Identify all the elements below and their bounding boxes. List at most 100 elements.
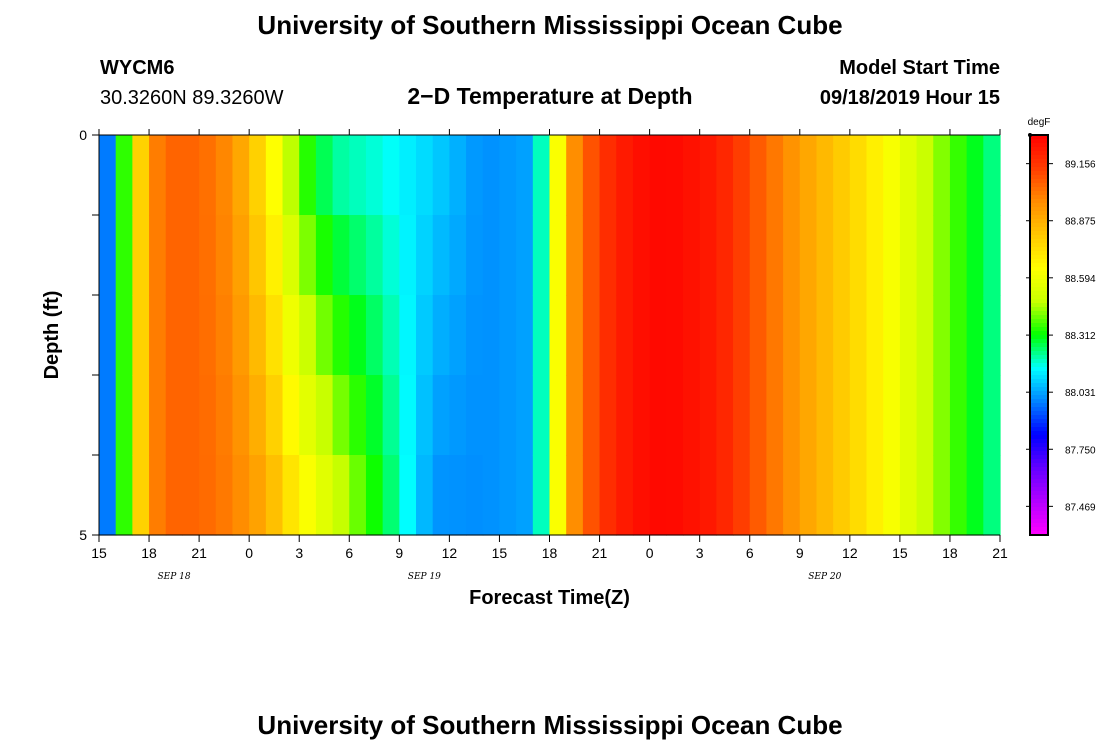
heatmap-cell	[466, 375, 484, 456]
heatmap-cell	[516, 135, 534, 216]
heatmap-cell	[699, 295, 717, 376]
heatmap-cell	[933, 375, 951, 456]
colorbar-swatch	[1030, 439, 1048, 444]
heatmap-cell	[599, 455, 617, 536]
heatmap-cell	[716, 215, 734, 296]
heatmap-cell	[799, 295, 818, 376]
colorbar-swatch	[1030, 455, 1048, 460]
x-tick-label: 3	[295, 545, 303, 561]
heatmap-cell	[349, 375, 367, 456]
colorbar-swatch	[1030, 415, 1048, 420]
heatmap-cell	[382, 215, 400, 296]
heatmap-cell	[549, 455, 567, 536]
heatmap-cell	[849, 375, 868, 456]
colorbar-swatch	[1030, 411, 1048, 416]
colorbar-swatch	[1030, 375, 1048, 380]
heatmap-cell	[482, 135, 501, 216]
heatmap-cell	[983, 295, 1001, 376]
x-axis-title: Forecast Time(Z)	[469, 587, 630, 609]
heatmap-cell	[265, 375, 284, 456]
colorbar-swatch	[1030, 339, 1048, 344]
heatmap-cell	[232, 375, 250, 456]
colorbar-tick-label: 88.875	[1065, 217, 1096, 228]
colorbar-swatch	[1030, 315, 1048, 320]
colorbar-swatch	[1030, 519, 1048, 524]
heatmap-cell	[165, 215, 184, 296]
heatmap-cell	[766, 215, 784, 296]
x-tick-label: 18	[942, 545, 958, 561]
colorbar-swatch	[1030, 311, 1048, 316]
heatmap-cell	[916, 215, 934, 296]
heatmap-cell	[132, 215, 150, 296]
heatmap-cell	[382, 295, 400, 376]
heatmap-cell	[783, 215, 801, 296]
colorbar-swatch	[1030, 243, 1048, 248]
colorbar-swatch	[1030, 491, 1048, 496]
colorbar: degF 89.156 88.875 88.594 88.312 88.031 87.750…	[1026, 117, 1096, 536]
heatmap-cell	[99, 455, 117, 536]
heatmap-cell	[582, 455, 601, 536]
heatmap-cell	[282, 135, 300, 216]
heatmap-cell	[649, 375, 667, 456]
colorbar-swatch	[1030, 231, 1048, 236]
heatmap-cell	[916, 375, 934, 456]
heatmap-cell	[516, 215, 534, 296]
heatmap-cell	[315, 215, 334, 296]
heatmap-cell	[99, 295, 117, 376]
heatmap-cell	[632, 135, 651, 216]
heatmap-cell	[416, 135, 434, 216]
page-footer-title: University of Southern Mississippi Ocean…	[257, 710, 843, 740]
heatmap-cell	[566, 215, 584, 296]
heatmap-cell	[949, 135, 968, 216]
heatmap-cell	[632, 455, 651, 536]
heatmap-cell	[783, 135, 801, 216]
heatmap-cell	[265, 455, 284, 536]
colorbar-swatch	[1030, 379, 1048, 384]
heatmap-cell	[699, 455, 717, 536]
colorbar-tick-label: 89.156	[1065, 160, 1096, 171]
heatmap-cell	[699, 135, 717, 216]
colorbar-swatch	[1030, 443, 1048, 448]
heatmap-cell	[833, 375, 851, 456]
heatmap-cell	[466, 455, 484, 536]
heatmap-cell	[582, 375, 601, 456]
colorbar-swatch	[1030, 335, 1048, 340]
heatmap-cell	[983, 375, 1001, 456]
heatmap-cell	[365, 215, 384, 296]
heatmap-cell	[883, 215, 901, 296]
colorbar-swatch	[1030, 387, 1048, 392]
y-axis-ticks: 05	[79, 127, 99, 543]
colorbar-swatch	[1030, 523, 1048, 528]
heatmap-cell	[899, 295, 918, 376]
y-axis-title: Depth (ft)	[41, 291, 63, 380]
heatmap-cell	[783, 295, 801, 376]
x-tick-label: 9	[796, 545, 804, 561]
heatmap-cell	[833, 135, 851, 216]
heatmap-cell	[265, 295, 284, 376]
y-tick-label: 0	[79, 127, 87, 143]
heatmap-cell	[315, 455, 334, 536]
heatmap-cell	[449, 215, 467, 296]
heatmap-cell	[99, 135, 117, 216]
colorbar-tick-label: 88.312	[1065, 331, 1096, 342]
heatmap-cell	[949, 375, 968, 456]
colorbar-swatch	[1030, 531, 1048, 536]
x-tick-label: 12	[842, 545, 858, 561]
colorbar-swatch	[1030, 391, 1048, 396]
heatmap-cell	[165, 135, 184, 216]
colorbar-swatch	[1030, 219, 1048, 224]
y-tick-label: 5	[79, 527, 87, 543]
colorbar-tick-label: 88.594	[1065, 274, 1096, 285]
heatmap-cell	[299, 215, 317, 296]
heatmap-cell	[933, 135, 951, 216]
heatmap-cell	[349, 295, 367, 376]
heatmap-cell	[549, 215, 567, 296]
heatmap-cell	[532, 295, 551, 376]
heatmap-cell	[332, 375, 350, 456]
heatmap-cell	[599, 375, 617, 456]
heatmap-cell	[449, 455, 467, 536]
heatmap-cell	[232, 295, 250, 376]
heatmap-cell	[682, 455, 701, 536]
heatmap-cell	[115, 135, 133, 216]
